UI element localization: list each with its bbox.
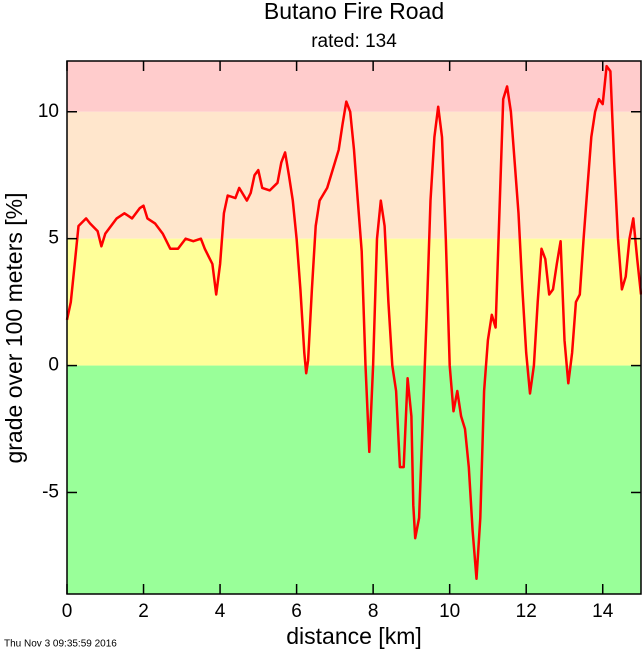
- x-axis-label: distance [km]: [286, 623, 422, 649]
- x-tick-label: 14: [592, 601, 614, 622]
- chart-subtitle: rated: 134: [311, 31, 397, 52]
- x-tick-label: 12: [516, 601, 537, 622]
- x-tick-label: 0: [62, 601, 73, 622]
- y-axis-label: grade over 100 meters [%]: [1, 192, 27, 463]
- y-tick-label: 10: [38, 101, 59, 122]
- plot: [65, 64, 642, 581]
- band: [67, 365, 641, 594]
- x-tick-label: 6: [291, 601, 302, 622]
- y-tick-label: 5: [48, 228, 59, 249]
- bands: [67, 61, 641, 594]
- band: [67, 61, 641, 112]
- grade-line: [65, 64, 642, 581]
- band: [67, 111, 641, 239]
- y-tick-label: -5: [42, 481, 59, 502]
- x-tick-label: 4: [215, 601, 226, 622]
- timestamp: Thu Nov 3 09:35:59 2016: [4, 639, 117, 650]
- x-tick-label: 8: [368, 601, 379, 622]
- chart-title: Butano Fire Road: [264, 0, 444, 24]
- y-tick-label: 0: [48, 355, 59, 376]
- x-tick-label: 10: [439, 601, 460, 622]
- plot-frame: [66, 60, 642, 595]
- x-tick-label: 2: [138, 601, 149, 622]
- band: [67, 238, 641, 366]
